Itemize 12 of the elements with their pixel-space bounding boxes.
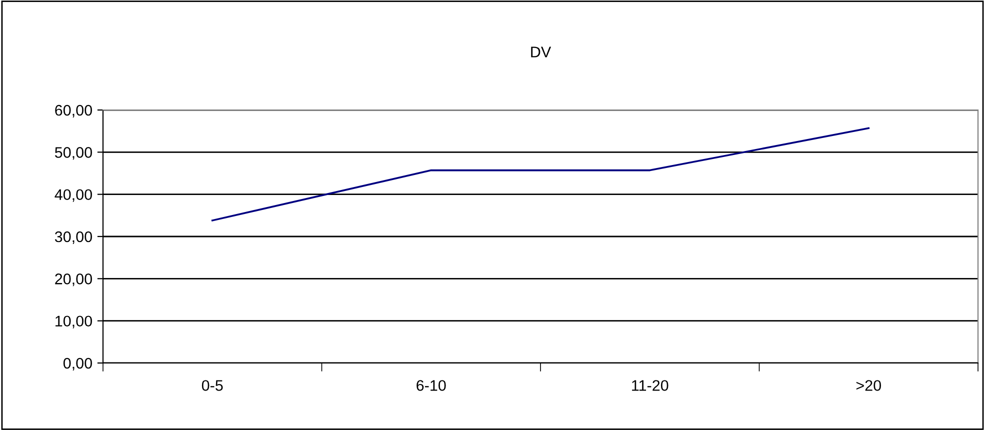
y-tick-label: 40,00 xyxy=(54,189,92,202)
y-tick-label: 20,00 xyxy=(55,274,92,286)
x-tick-label: 0-5 xyxy=(202,380,223,391)
y-tick-label: 0,00 xyxy=(63,358,92,370)
chart-title: DV xyxy=(531,46,552,58)
x-tick-label: 6-10 xyxy=(416,380,446,391)
y-tick-label: 30,00 xyxy=(54,231,92,244)
y-tick-label: 10,00 xyxy=(56,316,92,328)
y-tick-label: 50,00 xyxy=(54,147,92,160)
y-tick-label: 60,00 xyxy=(55,104,92,118)
x-tick-label: 11-20 xyxy=(632,380,668,391)
x-tick-label: >20 xyxy=(856,380,881,391)
